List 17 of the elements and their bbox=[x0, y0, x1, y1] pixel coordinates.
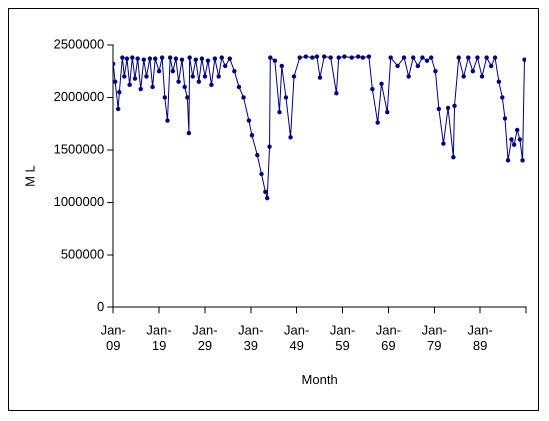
x-tick-label: Jan-39 bbox=[238, 322, 264, 354]
y-tick-label: 2500000 bbox=[54, 36, 104, 52]
y-tick-label: 500000 bbox=[60, 246, 104, 262]
x-tick-label: Jan-69 bbox=[376, 322, 402, 354]
x-tick-label: Jan-29 bbox=[192, 322, 218, 354]
x-tick-label: Jan-09 bbox=[100, 322, 126, 354]
y-tick-label: 0 bbox=[96, 298, 104, 314]
x-tick-label: Jan-19 bbox=[146, 322, 172, 354]
y-tick-label: 1000000 bbox=[54, 194, 104, 209]
x-tick-label: Jan-89 bbox=[467, 322, 493, 354]
x-tick-label: Jan-59 bbox=[330, 322, 356, 354]
x-axis-title: Month bbox=[302, 372, 338, 387]
y-axis-title: M L bbox=[22, 165, 38, 187]
x-tick-label: Jan-79 bbox=[422, 322, 447, 354]
y-tick-label: 1500000 bbox=[54, 141, 104, 156]
y-tick-label: 2000000 bbox=[54, 89, 104, 104]
x-tick-label: Jan-49 bbox=[284, 322, 310, 354]
